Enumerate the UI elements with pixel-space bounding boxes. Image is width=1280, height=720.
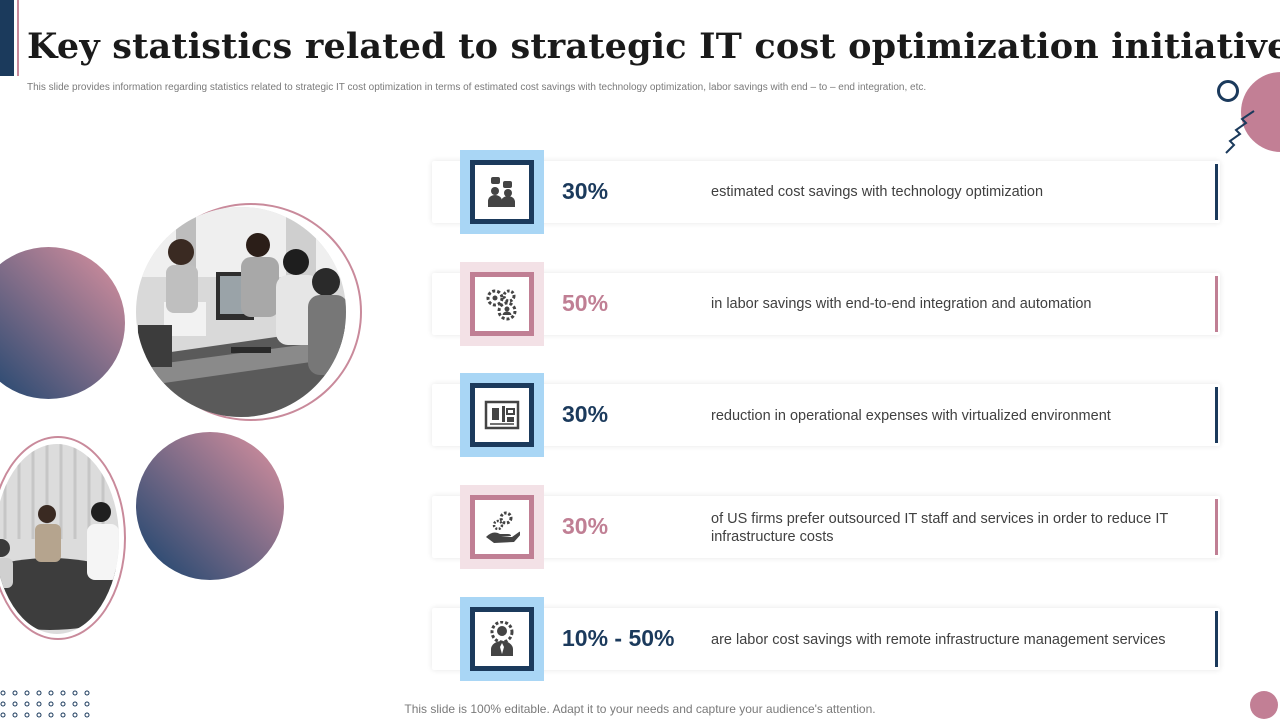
stat-value: 10% - 50%	[562, 625, 675, 651]
stat-card	[432, 273, 1220, 335]
gradient-circle-bottom	[136, 432, 284, 580]
stat-value: 30%	[562, 178, 609, 204]
team-office-photo	[136, 207, 346, 417]
footer-note: This slide is 100% editable. Adapt it to…	[404, 702, 876, 716]
page-subtitle: This slide provides information regardin…	[27, 82, 927, 93]
blueprint-board-icon	[484, 400, 520, 430]
stat-value: 30%	[562, 401, 609, 427]
stat-description: estimated cost savings with technology o…	[711, 184, 1044, 200]
stat-row-1: 30% estimated cost savings with technolo…	[428, 150, 1224, 234]
gradient-circle-left	[0, 247, 125, 399]
stat-edge-bar	[1215, 499, 1218, 555]
stat-card	[432, 161, 1220, 223]
stat-edge-bar	[1215, 276, 1218, 332]
corner-circle-bottom-right	[1250, 691, 1278, 719]
gears-person-icon	[486, 289, 517, 321]
stat-row-3: 30% reduction in operational expenses wi…	[428, 373, 1224, 457]
stat-edge-bar	[1215, 611, 1218, 667]
people-chat-icon	[488, 177, 515, 207]
zigzag-ornament	[1225, 110, 1255, 154]
title-accent-bar	[0, 0, 14, 76]
stat-value: 30%	[562, 513, 609, 539]
stat-icon-frame	[460, 150, 544, 234]
meeting-room-photo	[0, 444, 119, 634]
photo-ring-meeting	[0, 436, 126, 640]
stat-row-5: 10% - 50% are labor cost savings with re…	[428, 597, 1224, 681]
stat-description: are labor cost savings with remote infra…	[711, 632, 1166, 648]
stat-icon-frame	[460, 262, 544, 346]
stat-description: reduction in operational expenses with v…	[711, 408, 1111, 424]
stat-icon-frame	[460, 373, 544, 457]
dot-grid-ornament	[0, 690, 90, 718]
stat-icon-frame	[460, 485, 544, 569]
person-gear-badge-icon	[490, 621, 514, 656]
page-title: Key statistics related to strategic IT c…	[27, 26, 1280, 67]
hand-gear-icon	[486, 511, 520, 543]
stat-card	[432, 384, 1220, 446]
stat-card	[432, 608, 1220, 670]
stat-edge-bar	[1215, 387, 1218, 443]
stat-icon-frame	[460, 597, 544, 681]
ring-ornament	[1217, 80, 1239, 102]
stat-description: of US firms prefer outsourced IT staff a…	[711, 511, 1168, 545]
stat-row-4: 30% of US firms prefer outsourced IT sta…	[428, 485, 1224, 569]
stat-card	[432, 496, 1220, 558]
stat-value: 50%	[562, 290, 609, 316]
stat-row-2: 50% in labor savings with end-to-end int…	[428, 262, 1224, 346]
stat-description: in labor savings with end-to-end integra…	[711, 296, 1092, 312]
stat-edge-bar	[1215, 164, 1218, 220]
title-accent-line	[17, 0, 19, 76]
